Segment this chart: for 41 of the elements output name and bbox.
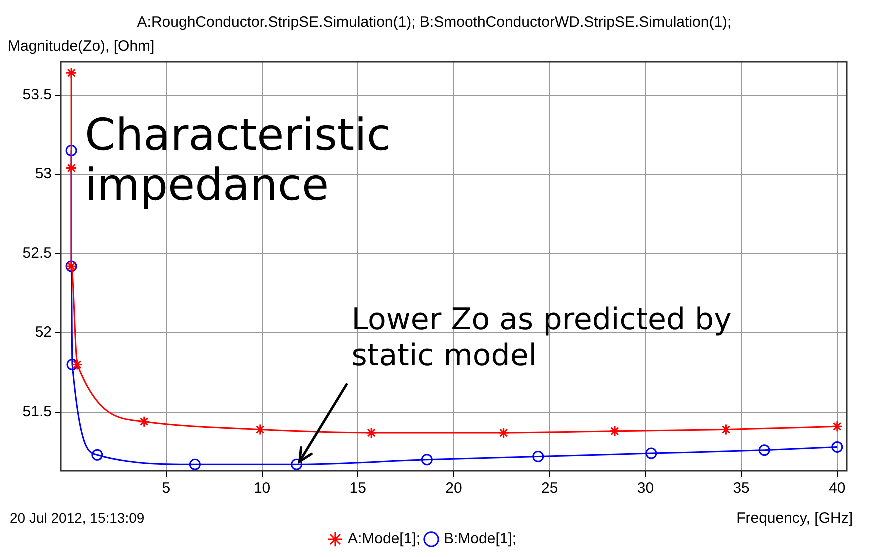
y-tick-label: 53	[35, 166, 52, 183]
x-tick-label: 40	[829, 480, 846, 498]
chart-title: A:RoughConductor.StripSE.Simulation(1); B:SmoothConductorWD.StripSE.Simulation(1);	[137, 14, 732, 31]
point	[366, 427, 378, 439]
legend-label: A:Mode[1];	[348, 530, 421, 548]
point	[609, 426, 621, 438]
point	[498, 427, 510, 439]
point	[832, 420, 844, 432]
point	[66, 67, 78, 79]
point	[421, 454, 433, 466]
point	[66, 359, 78, 371]
y-tick-label: 53.5	[22, 86, 52, 104]
text: 20 Jul 2012, 15:13:09	[10, 510, 145, 526]
point	[72, 359, 84, 371]
point	[254, 424, 266, 436]
point	[66, 162, 78, 174]
point	[832, 441, 844, 453]
point	[189, 458, 201, 470]
x-tick-label: 30	[637, 480, 654, 498]
point	[138, 416, 150, 428]
y-axis-title: Magnitude(Zo), [Ohm]	[8, 38, 155, 55]
annotation: Characteristic impedance	[85, 110, 392, 211]
y-tick-label: 52	[35, 324, 52, 342]
point	[532, 450, 544, 462]
x-tick-label: 35	[733, 480, 750, 498]
legend-label: B:Mode[1];	[444, 530, 517, 548]
x-tick-label: 10	[254, 480, 271, 498]
point	[291, 458, 303, 470]
point	[646, 448, 658, 460]
annotation: Lower Zo as predicted by static model	[352, 302, 732, 374]
point	[66, 145, 78, 157]
x-tick-label: 15	[350, 480, 366, 498]
x-tick-label: 20	[446, 480, 462, 498]
y-tick-label: 52.5	[22, 244, 52, 262]
x-axis-title: Frequency, [GHz]	[736, 510, 853, 527]
y-tick-label: 51.5	[22, 403, 52, 420]
x-tick-label: 5	[162, 480, 171, 498]
point	[720, 424, 732, 436]
point	[92, 449, 104, 461]
point	[758, 444, 770, 456]
x-tick-label: 25	[542, 480, 558, 498]
